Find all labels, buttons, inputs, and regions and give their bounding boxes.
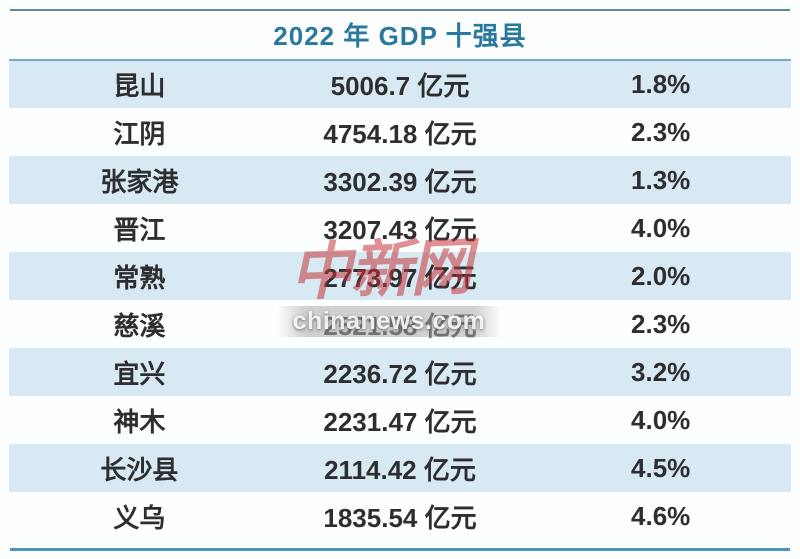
county-cell: 昆山	[113, 71, 166, 101]
growth-cell: 4.0%	[631, 212, 691, 243]
growth-cell: 2.3%	[631, 116, 691, 147]
gdp-cell: 4754.18 亿元	[323, 118, 477, 149]
growth-cell: 1.8%	[631, 69, 691, 99]
county-cell: 宜兴	[113, 358, 166, 389]
county-cell: 义乌	[113, 502, 166, 533]
gdp-cell: 2773.97 亿元	[323, 262, 477, 293]
growth-cell: 2.0%	[631, 260, 691, 291]
gdp-cell: 2114.42 亿元	[324, 454, 476, 485]
table-row: 昆山 5006.7 亿元 1.8%	[9, 60, 791, 108]
gdp-cell: 5006.7 亿元	[330, 71, 470, 101]
table-row: 长沙县 2114.42 亿元 4.5%	[9, 444, 791, 492]
county-cell: 江阴	[113, 118, 166, 149]
gdp-cell: 2521.58 亿元	[323, 310, 477, 341]
table-row: 江阴 4754.18 亿元 2.3%	[9, 108, 791, 156]
table-row: 宜兴 2236.72 亿元 3.2%	[9, 348, 791, 396]
gdp-cell: 3302.39 亿元	[323, 166, 477, 197]
bottom-rule-divider	[10, 548, 790, 551]
growth-cell: 2.3%	[631, 308, 691, 339]
table-row: 慈溪 2521.58 亿元 2.3%	[9, 300, 791, 348]
county-cell: 长沙县	[100, 454, 179, 485]
table-row: 常熟 2773.97 亿元 2.0%	[9, 252, 791, 300]
county-cell: 张家港	[100, 166, 179, 197]
county-cell: 慈溪	[113, 310, 166, 341]
growth-cell: 1.3%	[631, 164, 691, 195]
table-row: 神木 2231.47 亿元 4.0%	[9, 396, 791, 444]
county-cell: 晋江	[113, 214, 166, 245]
gdp-cell: 2231.47 亿元	[323, 406, 477, 437]
growth-cell: 4.0%	[631, 404, 691, 435]
gdp-cell: 3207.43 亿元	[323, 214, 477, 245]
page-title: 2022 年 GDP 十强县	[273, 21, 527, 51]
gdp-ranking-table: 昆山 5006.7 亿元 1.8% 江阴 4754.18 亿元 2.3% 张家港…	[9, 59, 791, 540]
county-cell: 神木	[113, 406, 166, 437]
gdp-cell: 2236.72 亿元	[323, 358, 477, 389]
gdp-cell: 1835.54 亿元	[323, 502, 477, 533]
top-rule-divider	[10, 9, 790, 11]
county-cell: 常熟	[113, 262, 166, 293]
growth-cell: 4.5%	[631, 452, 691, 483]
table-row: 晋江 3207.43 亿元 4.0%	[9, 204, 791, 252]
table-row: 张家港 3302.39 亿元 1.3%	[9, 156, 791, 204]
growth-cell: 3.2%	[631, 356, 691, 387]
growth-cell: 4.6%	[631, 500, 691, 531]
table-row: 义乌 1835.54 亿元 4.6%	[9, 492, 791, 540]
